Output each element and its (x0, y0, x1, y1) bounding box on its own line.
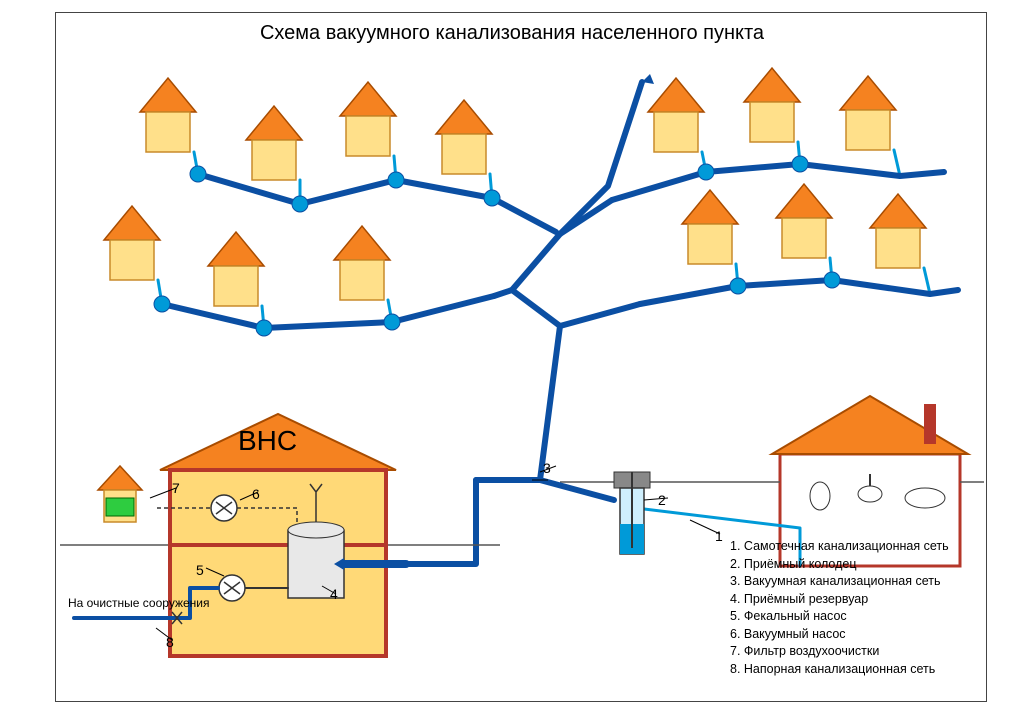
callout-8: 8 (166, 634, 174, 650)
callout-1: 1 (715, 528, 723, 544)
callout-4: 4 (330, 586, 338, 602)
legend-item: 1. Самотечная канализационная сеть (730, 538, 949, 556)
legend-item: 5. Фекальный насос (730, 608, 949, 626)
legend: 1. Самотечная канализационная сеть 2. Пр… (730, 538, 949, 678)
legend-item: 6. Вакуумный насос (730, 626, 949, 644)
diagram-page: { "title": "Схема вакуумного канализован… (0, 0, 1024, 724)
legend-item: 4. Приёмный резервуар (730, 591, 949, 609)
callout-2: 2 (658, 492, 666, 508)
callout-7: 7 (172, 480, 180, 496)
outlet-label: На очистные сооружения (68, 596, 209, 610)
station-label: ВНС (238, 425, 297, 457)
callout-6: 6 (252, 486, 260, 502)
legend-item: 8. Напорная канализационная сеть (730, 661, 949, 679)
callout-5: 5 (196, 562, 204, 578)
legend-item: 7. Фильтр воздухоочистки (730, 643, 949, 661)
legend-item: 3. Вакуумная канализационная сеть (730, 573, 949, 591)
legend-item: 2. Приёмный колодец (730, 556, 949, 574)
callout-3: 3 (543, 460, 551, 476)
